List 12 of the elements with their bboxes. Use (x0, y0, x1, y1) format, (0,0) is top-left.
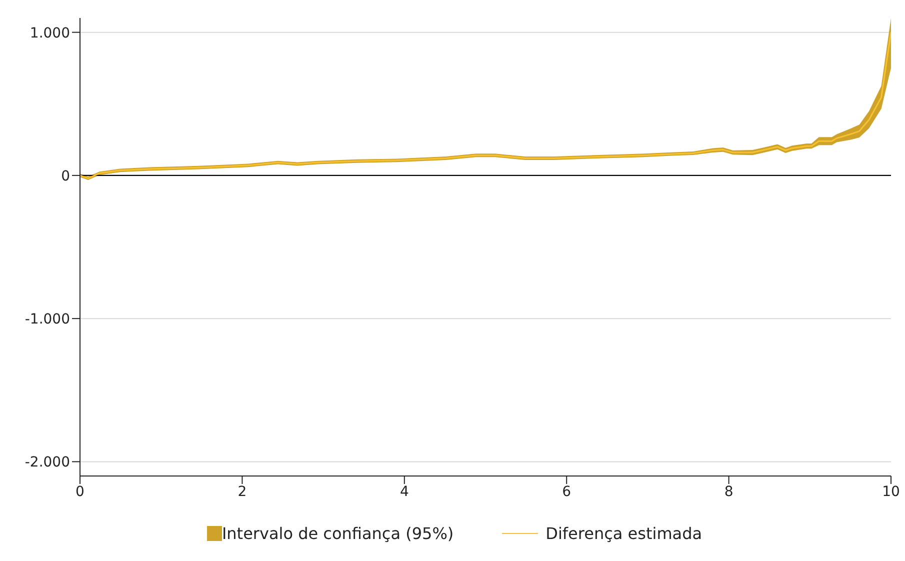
text: Intervalo de confiança (95%) (222, 524, 454, 543)
x-tick-label: 0 (76, 484, 84, 500)
x-tick-label: 2 (238, 484, 247, 500)
y-tick-label: 1.000 (30, 25, 70, 42)
legend-label: Diferença estimada (546, 524, 702, 543)
x-tick-label: 10 (882, 484, 900, 500)
y-tick-label: -2.000 (24, 454, 70, 471)
x-tick-label: 6 (562, 484, 572, 500)
y-tick-label: -1.000 (24, 312, 70, 328)
y-tick-label: 0 (61, 168, 70, 184)
x-tick-label: 4 (400, 484, 409, 500)
x-tick-label: 8 (724, 484, 734, 500)
